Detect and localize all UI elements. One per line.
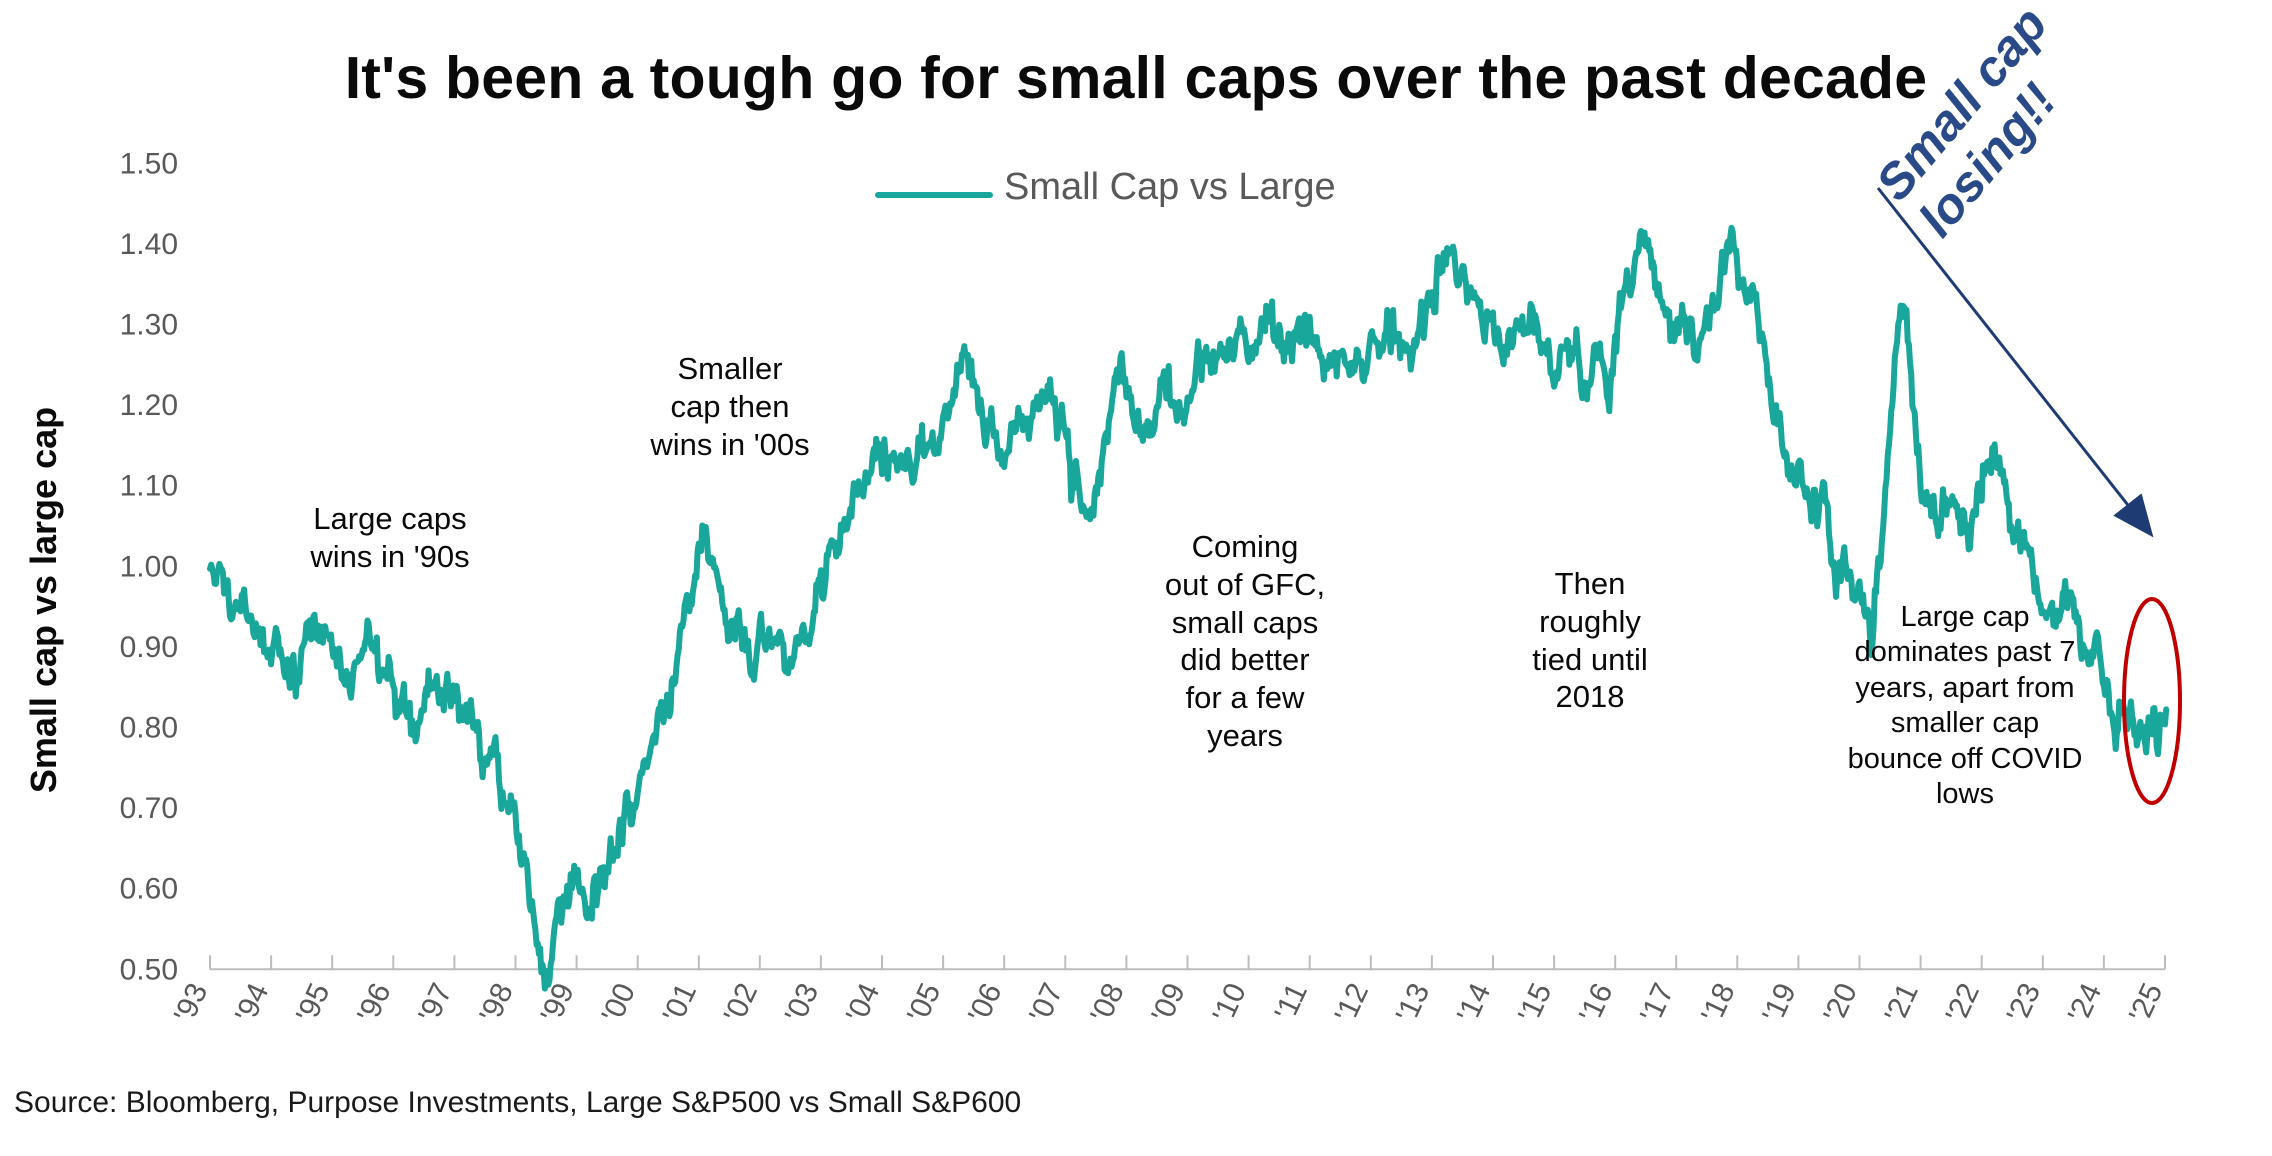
svg-text:'10: '10 <box>1207 978 1253 1027</box>
svg-text:'17: '17 <box>1634 978 1680 1027</box>
svg-text:1.00: 1.00 <box>120 550 178 583</box>
svg-text:'03: '03 <box>779 978 825 1027</box>
svg-text:'21: '21 <box>1879 978 1925 1027</box>
svg-text:'96: '96 <box>351 978 397 1027</box>
svg-text:'00: '00 <box>596 978 642 1027</box>
svg-text:'99: '99 <box>535 978 581 1027</box>
svg-text:'12: '12 <box>1329 978 1375 1027</box>
svg-text:'14: '14 <box>1451 978 1497 1027</box>
svg-text:1.50: 1.50 <box>120 147 178 180</box>
svg-text:'97: '97 <box>412 978 458 1027</box>
svg-text:0.70: 0.70 <box>120 792 178 825</box>
svg-text:'98: '98 <box>473 978 519 1027</box>
svg-text:'24: '24 <box>2062 978 2108 1027</box>
svg-text:0.60: 0.60 <box>120 873 178 906</box>
svg-text:'02: '02 <box>718 978 764 1027</box>
svg-text:0.90: 0.90 <box>120 631 178 664</box>
svg-text:0.80: 0.80 <box>120 712 178 745</box>
svg-text:'05: '05 <box>901 978 947 1027</box>
svg-text:'19: '19 <box>1756 978 1802 1027</box>
svg-text:'95: '95 <box>290 978 336 1027</box>
svg-text:0.50: 0.50 <box>120 953 178 986</box>
svg-text:1.40: 1.40 <box>120 228 178 261</box>
svg-text:'13: '13 <box>1390 978 1436 1027</box>
svg-text:'01: '01 <box>657 978 703 1027</box>
svg-text:'16: '16 <box>1573 978 1619 1027</box>
svg-text:'06: '06 <box>962 978 1008 1027</box>
svg-text:1.10: 1.10 <box>120 470 178 503</box>
svg-text:'11: '11 <box>1269 978 1314 1025</box>
svg-text:'07: '07 <box>1023 978 1069 1027</box>
svg-text:'08: '08 <box>1084 978 1130 1027</box>
svg-text:'09: '09 <box>1145 978 1191 1027</box>
svg-text:'18: '18 <box>1695 978 1741 1027</box>
svg-text:1.20: 1.20 <box>120 389 178 422</box>
svg-text:'04: '04 <box>840 978 886 1027</box>
svg-text:'22: '22 <box>1940 978 1986 1027</box>
svg-text:'20: '20 <box>1817 978 1863 1027</box>
svg-text:1.30: 1.30 <box>120 309 178 342</box>
svg-text:'23: '23 <box>2001 978 2047 1027</box>
svg-text:'94: '94 <box>229 978 275 1027</box>
svg-text:'25: '25 <box>2123 978 2169 1027</box>
svg-text:'15: '15 <box>1512 978 1558 1027</box>
